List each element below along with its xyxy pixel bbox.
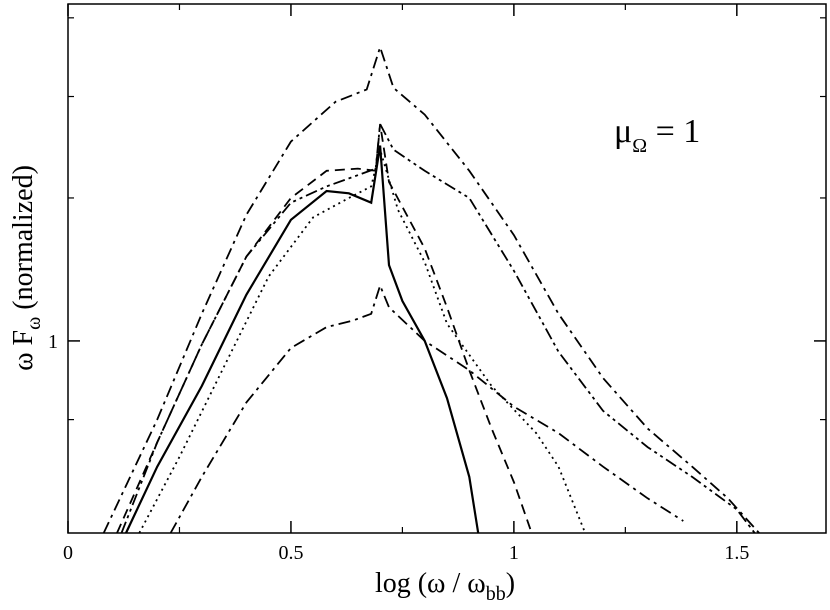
x-tick-label: 0 xyxy=(63,542,73,564)
x-axis-label: log (ω / ωbb) xyxy=(375,568,515,605)
plot-frame xyxy=(67,3,827,534)
x-tick-label: 1 xyxy=(509,542,519,564)
y-tick-label: 1 xyxy=(48,331,58,353)
series-line-dashdot xyxy=(102,44,760,534)
y-axis-label: ω Fω (normalized) xyxy=(8,165,45,371)
tick-marks: 0 0.5 1 1.5 1 xyxy=(48,4,826,564)
data-curves xyxy=(102,44,760,534)
series-line-solid xyxy=(125,145,480,534)
series-line-dotted xyxy=(138,146,587,534)
series-line-dashdotdot xyxy=(120,120,756,534)
mu-annotation: μΩ = 1 xyxy=(614,113,700,157)
x-tick-label: 0.5 xyxy=(278,542,303,564)
x-tick-label: 1.5 xyxy=(724,542,749,564)
series-line-dashdot-lower xyxy=(169,282,684,534)
